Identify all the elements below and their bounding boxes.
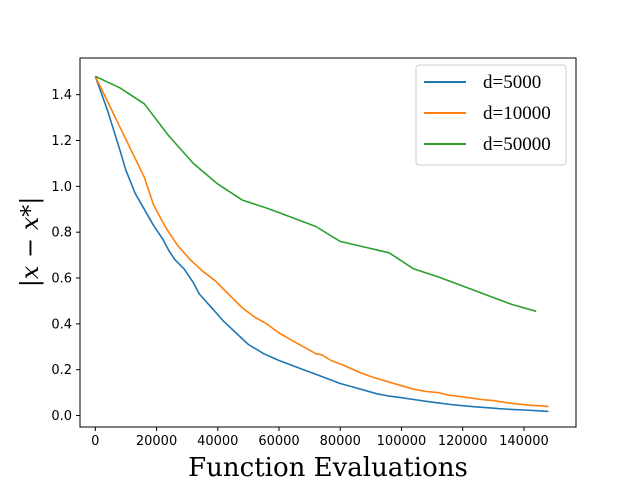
- x-tick-label: 0: [91, 434, 99, 449]
- legend-label: d=50000: [483, 134, 551, 155]
- x-tick-label: 80000: [320, 434, 361, 449]
- y-tick-label: 1.2: [51, 134, 72, 149]
- x-tick-label: 40000: [197, 434, 238, 449]
- y-tick-label: 1.0: [51, 180, 72, 195]
- y-tick-label: 0.0: [51, 409, 72, 424]
- series-line-d=50000: [94, 75, 537, 313]
- x-tick-label: 120000: [438, 434, 488, 449]
- series-line-d=10000: [94, 75, 549, 408]
- y-tick-label: 0.6: [51, 272, 72, 287]
- x-tick-label: 140000: [499, 434, 549, 449]
- y-tick-label: 0.2: [51, 363, 72, 378]
- x-tick-label: 100000: [377, 434, 427, 449]
- x-axis-label: Function Evaluations: [188, 453, 468, 480]
- legend-label: d=10000: [483, 103, 551, 124]
- axis-ticks: 0 20000 40000 60000 80000 100000 120000 140000 0…: [51, 88, 548, 449]
- legend-box: [415, 64, 567, 166]
- legend: d=5000 d=10000 d=50000: [415, 64, 567, 166]
- y-axis-label: |x − x*|: [16, 197, 45, 288]
- x-tick-label: 20000: [136, 434, 177, 449]
- plot-frame: [79, 57, 577, 428]
- y-tick-label: 1.4: [51, 88, 72, 103]
- legend-label: d=5000: [483, 72, 541, 93]
- x-tick-label: 60000: [258, 434, 299, 449]
- series-lines: [94, 75, 549, 413]
- series-line-d=5000: [94, 76, 549, 413]
- y-tick-label: 0.4: [51, 317, 72, 332]
- y-tick-label: 0.8: [51, 226, 72, 241]
